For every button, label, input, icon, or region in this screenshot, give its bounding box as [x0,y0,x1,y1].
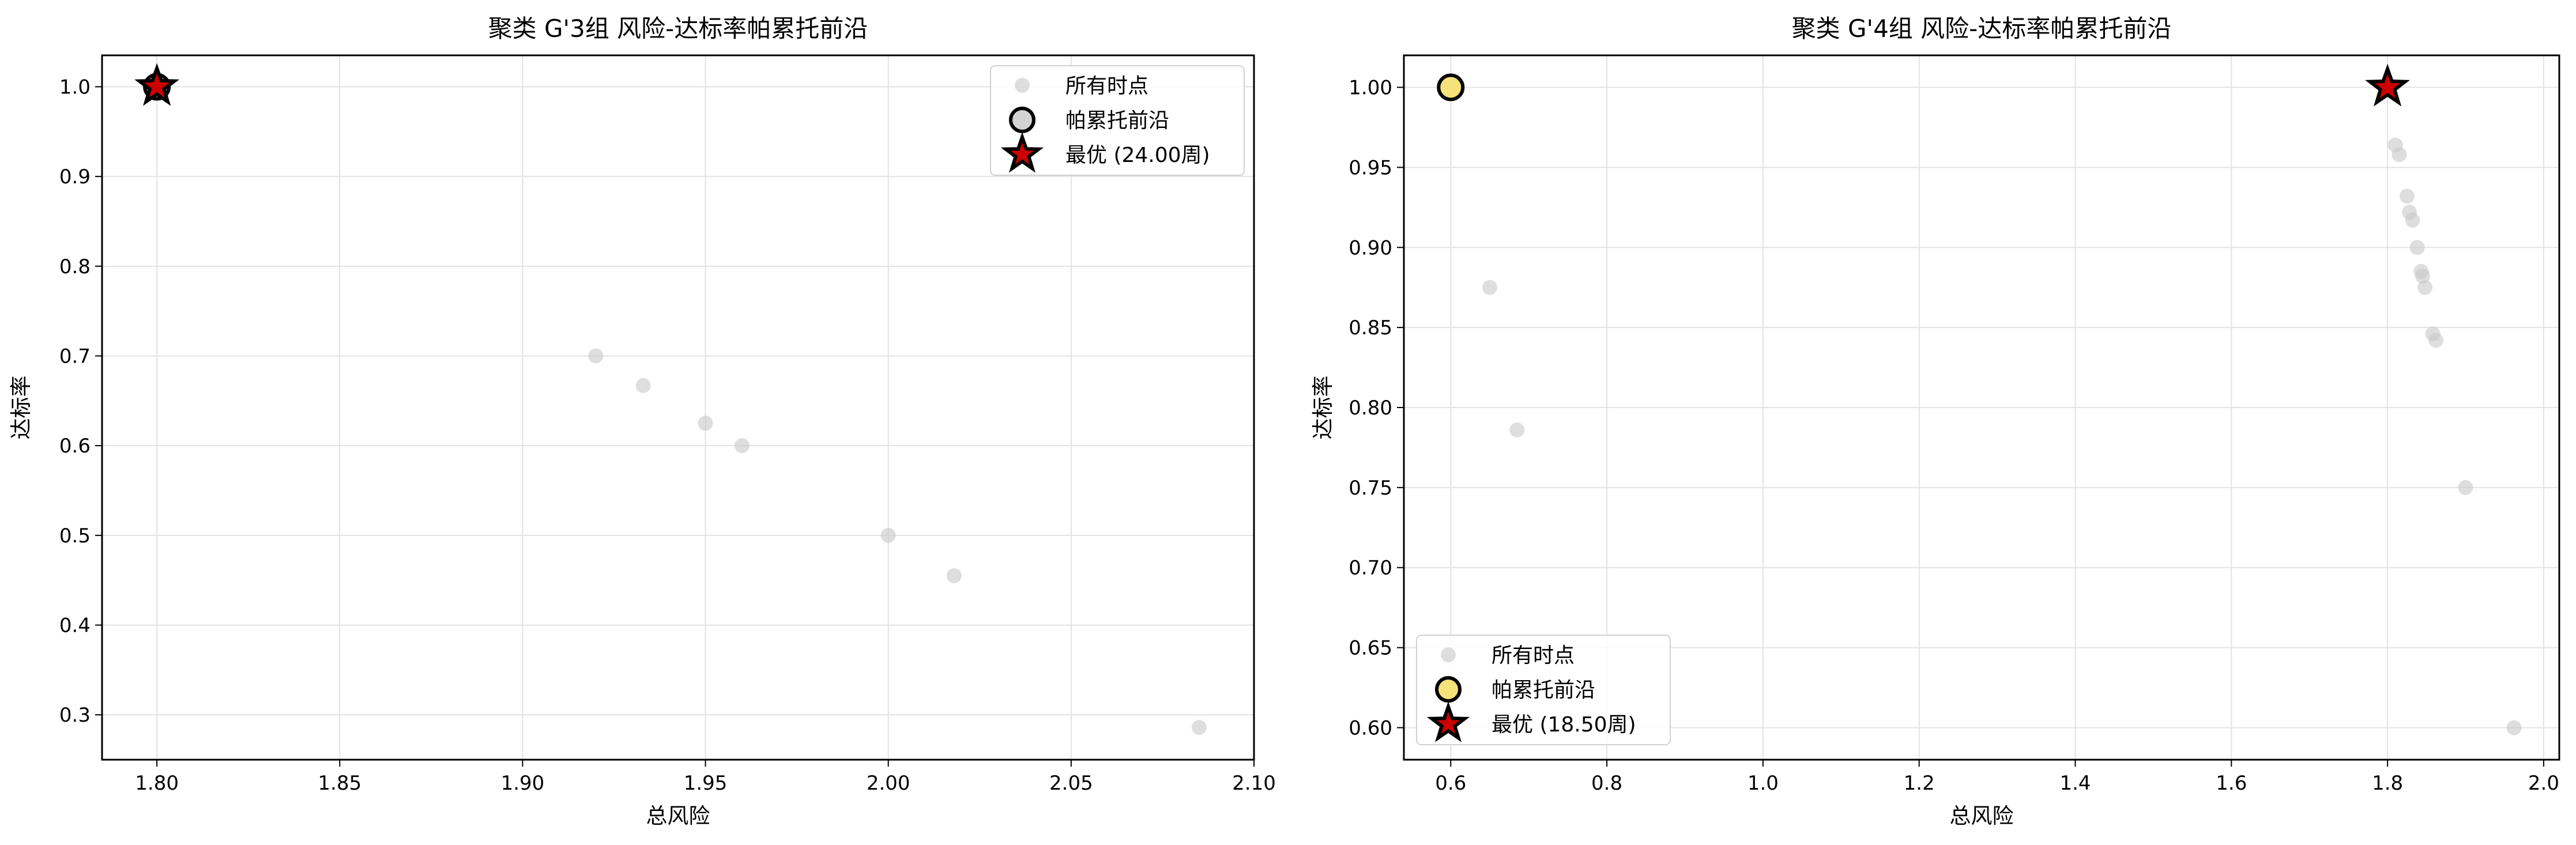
legend-label: 帕累托前沿 [1065,109,1169,133]
x-tick-label: 2.0 [2528,772,2559,795]
pareto-front-marker [1437,73,1465,101]
chart-panel-g3: 1.80 1.85 1.90 1.95 2.00 2.05 2.10 0.3 0.4 0.5 0.6… [9,14,1276,828]
y-tick-label: 0.5 [59,525,91,548]
all-timepoint-marker [698,416,713,431]
y-tick-label: 0.9 [59,165,91,188]
all-timepoint-marker [2415,269,2431,284]
y-tick-label: 0.70 [1349,557,1392,580]
y-tick-label: 0.60 [1349,716,1392,740]
all-timepoint-marker [2405,213,2420,228]
axes-frame [1403,54,2560,761]
y-axis-label: 达标率 [1310,376,1335,440]
y-tick-label: 0.75 [1349,477,1392,500]
x-tick-label: 1.4 [2059,772,2091,795]
x-tick-label: 2.10 [1232,772,1276,795]
all-timepoint-marker [2506,720,2522,735]
x-tick-label: 2.05 [1049,772,1093,795]
x-tick-label: 1.95 [684,772,728,795]
legend-label: 最优 (18.50周) [1492,713,1636,737]
legend-marker-optimal [1000,131,1044,173]
all-timepoint-marker [1191,719,1207,735]
y-tick-label: 0.4 [59,614,91,637]
all-timepoint-marker [1482,280,1497,295]
legend-marker-all [1015,78,1030,93]
y-tick-label: 1.0 [59,76,91,99]
all-timepoint-marker [1509,422,1525,437]
optimal-star-marker [2365,63,2411,107]
legend-marker-all [1441,647,1456,662]
y-tick-label: 0.90 [1349,236,1392,259]
y-tick-label: 0.80 [1349,397,1392,420]
legend-marker-pareto [1009,107,1035,133]
all-timepoint-marker [946,568,962,583]
all-timepoint-marker [2428,333,2444,348]
all-timepoint-marker [2417,280,2433,295]
y-tick-label: 0.65 [1349,637,1392,660]
axes-frame [101,54,1255,761]
all-timepoint-marker [2392,147,2407,163]
all-timepoint-marker [2409,240,2425,255]
x-tick-label: 1.8 [2372,772,2403,795]
chart-panel-g4: 0.6 0.8 1.0 1.2 1.4 1.6 1.8 2.0 0.60 0.65 0.70 0.75… [1310,14,2560,828]
x-tick-label: 1.80 [135,772,179,795]
y-tick-label: 0.95 [1349,156,1392,179]
all-timepoint-marker [735,438,750,454]
all-timepoint-marker [635,378,651,393]
y-tick-label: 1.00 [1349,77,1392,100]
x-tick-label: 1.2 [1904,772,1935,795]
all-timepoint-marker [588,348,604,364]
legend-marker-optimal [1426,701,1470,742]
chart-title: 聚类 G'3组 风险-达标率帕累托前沿 [488,14,868,43]
x-axis-label: 总风险 [1950,803,2014,828]
y-tick-label: 0.8 [59,255,91,278]
legend-label: 所有时点 [1065,74,1148,98]
x-tick-label: 0.8 [1591,772,1622,795]
all-timepoint-marker [2458,480,2473,495]
y-tick-label: 0.7 [59,345,91,368]
legend-marker-pareto [1435,676,1462,703]
x-tick-label: 2.00 [867,772,910,795]
x-tick-label: 0.6 [1435,772,1466,795]
x-tick-label: 1.6 [2216,772,2247,795]
all-timepoint-marker [2399,188,2415,204]
legend-label: 所有时点 [1492,644,1575,667]
x-tick-label: 1.85 [318,772,361,795]
y-tick-label: 0.85 [1349,316,1392,339]
chart-title: 聚类 G'4组 风险-达标率帕累托前沿 [1792,14,2172,43]
optimal-star-marker [134,63,180,106]
legend-box [1416,635,1671,745]
y-tick-label: 0.6 [59,435,91,458]
y-axis-label: 达标率 [9,376,33,440]
y-tick-label: 0.3 [59,704,91,727]
legend-label: 帕累托前沿 [1492,678,1595,702]
legend-box [990,65,1245,176]
x-axis-label: 总风险 [646,803,710,828]
legend-label: 最优 (24.00周) [1065,144,1210,167]
x-tick-label: 1.90 [501,772,545,795]
x-tick-label: 1.0 [1748,772,1779,795]
all-timepoint-marker [880,527,896,543]
